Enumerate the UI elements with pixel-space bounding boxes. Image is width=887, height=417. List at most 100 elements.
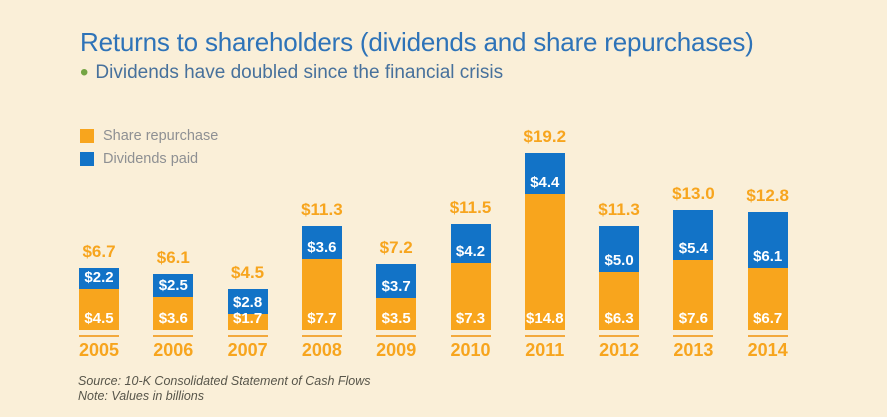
dividends-value-label: $5.4	[678, 240, 708, 258]
bullet-icon: •	[80, 59, 89, 86]
bar-stack: $5.4 $7.6	[673, 210, 714, 330]
baseline-tick	[599, 335, 640, 337]
bar-group-2013: $13.0 $5.4 $7.6 2013	[661, 184, 725, 360]
bar-stack: $3.7 $3.5	[376, 263, 417, 330]
bar-group-2006: $6.1 $2.5 $3.6 2006	[141, 248, 205, 360]
year-label: 2012	[599, 340, 640, 360]
dividends-value-label: $5.0	[604, 252, 634, 269]
repurchase-value-label: $14.8	[526, 310, 564, 327]
repurchase-value-label: $4.5	[84, 310, 114, 327]
year-label: 2013	[673, 340, 714, 360]
dividends-value-label: $2.8	[232, 294, 263, 312]
bar-group-2010: $11.5 $4.2 $7.3 2010	[439, 198, 503, 360]
repurchase-segment: $6.3	[599, 272, 640, 330]
year-label: 2011	[525, 340, 565, 360]
bar-stack: $4.4 $14.8	[524, 153, 565, 330]
bar-group-2014: $12.8 $6.1 $6.7 2014	[736, 186, 800, 360]
baseline-tick	[747, 335, 788, 337]
legend-item-share-repurchase: Share repurchase	[80, 128, 218, 144]
repurchase-segment: $4.5	[79, 288, 119, 330]
baseline-tick	[524, 335, 565, 337]
dividends-value-label: $2.2	[84, 268, 114, 286]
dividends-value-label: $4.2	[455, 242, 486, 260]
legend-label: Dividends paid	[103, 151, 199, 167]
repurchase-segment: $7.3	[450, 262, 491, 330]
bar-group-2009: $7.2 $3.7 $3.5 2009	[364, 238, 428, 360]
repurchase-value-label: $7.7	[307, 310, 337, 327]
values-note: Note: Values in billions	[78, 389, 204, 403]
repurchase-segment: $1.7	[227, 310, 268, 330]
bar-stack: $2.2 $4.5	[79, 268, 119, 330]
baseline-tick	[227, 335, 268, 337]
total-label: $11.3	[301, 200, 343, 220]
bar-group-2007: $4.5 $2.8 $1.7 2007	[216, 263, 280, 360]
year-label: 2008	[301, 340, 342, 360]
dividends-value-label: $3.7	[381, 277, 411, 295]
dividends-value-label: $6.1	[753, 248, 783, 266]
total-label: $11.3	[598, 200, 640, 219]
dividends-segment: $4.2	[450, 224, 491, 263]
baseline-tick	[153, 335, 194, 337]
dividends-value-label: $3.6	[307, 239, 337, 257]
repurchase-segment: $7.6	[673, 260, 714, 330]
repurchase-value-label: $6.7	[753, 310, 783, 327]
year-label: 2005	[78, 340, 120, 360]
year-label: 2007	[227, 340, 268, 360]
bar-stack: $5.0 $6.3	[599, 226, 640, 330]
total-label: $12.8	[746, 186, 789, 206]
total-label: $6.7	[82, 242, 116, 262]
bar-group-2012: $11.3 $5.0 $6.3 2012	[587, 200, 651, 360]
dividends-segment: $2.2	[79, 268, 119, 289]
dividends-segment: $2.8	[227, 288, 268, 315]
legend-item-dividends-paid: Dividends paid	[80, 151, 218, 167]
baseline-tick	[450, 335, 491, 337]
page-title: Returns to shareholders (dividends and s…	[80, 27, 754, 57]
bar-stack: $2.8 $1.7	[227, 288, 268, 330]
share-repurchase-swatch-icon	[80, 129, 94, 143]
subtitle-text: Dividends have doubled since the financi…	[95, 62, 504, 83]
dividends-segment: $4.4	[524, 153, 565, 194]
repurchase-segment: $6.7	[747, 268, 788, 330]
repurchase-segment: $14.8	[524, 193, 565, 330]
repurchase-value-label: $6.3	[604, 310, 634, 327]
subtitle: • Dividends have doubled since the finan…	[80, 59, 504, 86]
repurchase-value-label: $7.6	[678, 310, 708, 327]
repurchase-value-label: $7.3	[455, 310, 486, 327]
repurchase-value-label: $3.6	[158, 310, 188, 327]
total-label: $13.0	[672, 184, 715, 204]
repurchase-segment: $3.5	[376, 297, 417, 330]
footer: Source: 10-K Consolidated Statement of C…	[78, 374, 371, 404]
bar-stack: $3.6 $7.7	[301, 226, 342, 330]
baseline-tick	[301, 335, 342, 337]
bar-stack: $6.1 $6.7	[747, 212, 788, 330]
bar-group-2011: $19.2 $4.4 $14.8 2011	[513, 127, 577, 360]
repurchase-value-label: $1.7	[232, 310, 263, 327]
bar-group-2008: $11.3 $3.6 $7.7 2008	[290, 200, 354, 360]
total-label: $19.2	[523, 127, 567, 147]
legend-label: Share repurchase	[103, 128, 219, 144]
baseline-tick	[673, 335, 714, 337]
dividends-value-label: $2.5	[158, 276, 188, 294]
dividends-segment: $5.4	[673, 210, 714, 261]
total-label: $4.5	[231, 262, 265, 282]
year-label: 2009	[376, 340, 417, 360]
total-label: $6.1	[156, 247, 190, 267]
baseline-tick	[376, 335, 417, 337]
bar-group-2005: $6.7 $2.2 $4.5 2005	[67, 242, 131, 360]
dividends-segment: $3.7	[376, 263, 417, 298]
dividends-segment: $6.1	[747, 212, 788, 269]
total-label: $7.2	[379, 237, 413, 257]
legend: Share repurchase Dividends paid	[80, 128, 218, 167]
dividends-value-label: $4.4	[530, 173, 560, 191]
repurchase-value-label: $3.5	[381, 310, 411, 327]
repurchase-segment: $3.6	[153, 296, 194, 330]
bar-stack: $2.5 $3.6	[153, 273, 194, 330]
total-label: $11.5	[449, 198, 492, 218]
source-note: Source: 10-K Consolidated Statement of C…	[78, 374, 371, 388]
repurchase-segment: $7.7	[301, 259, 342, 330]
baseline-tick	[79, 335, 119, 337]
dividends-paid-swatch-icon	[80, 152, 94, 166]
dividends-segment: $3.6	[301, 226, 342, 260]
